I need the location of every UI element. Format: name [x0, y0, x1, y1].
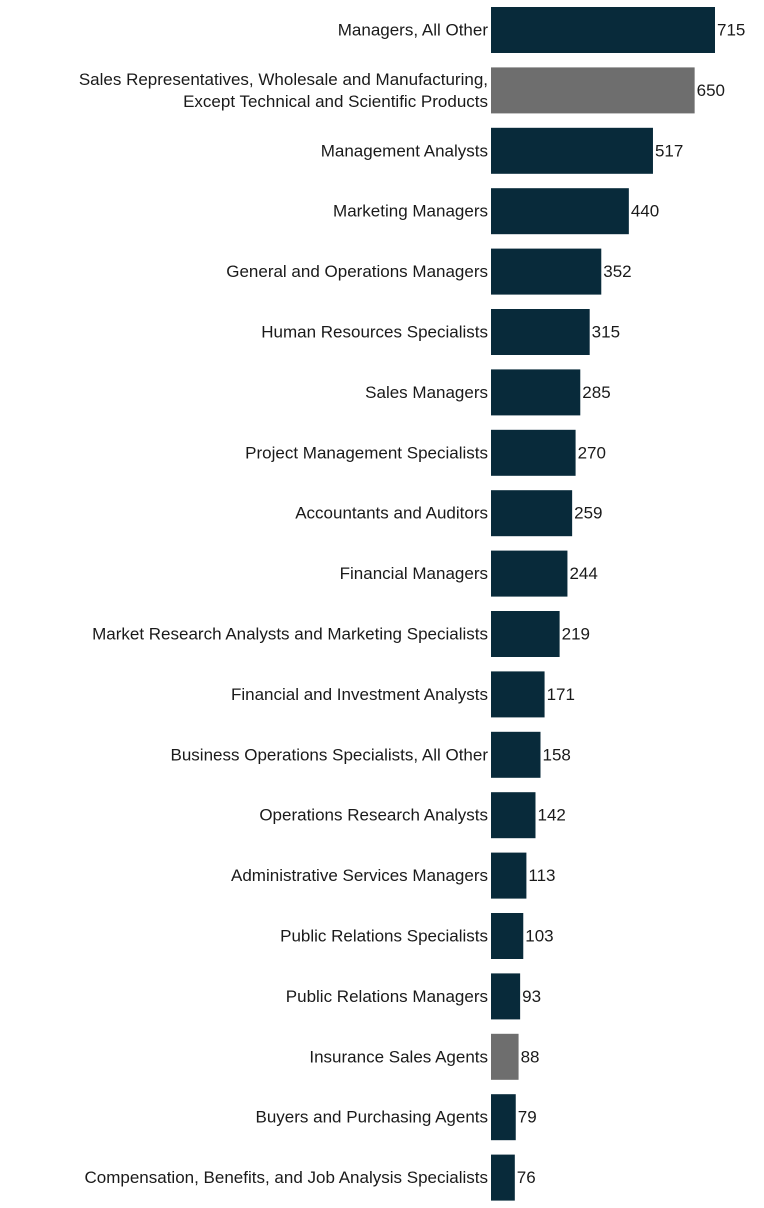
value-labels: 715 650 517 440 352 315 285 270 259 244 219 171 158 1…	[517, 21, 746, 1188]
bar-19	[491, 1154, 515, 1201]
bar-14	[491, 852, 527, 899]
bar-3	[491, 188, 629, 235]
value-label-10: 219	[562, 625, 590, 644]
category-labels: Managers, All Other Sales Representatives…	[79, 21, 489, 1188]
category-label-19: Compensation, Benefits, and Job Analysis…	[84, 1168, 488, 1187]
bar-4	[491, 248, 602, 295]
category-label-18: Buyers and Purchasing Agents	[256, 1108, 488, 1127]
category-label-9: Financial Managers	[340, 564, 488, 583]
bar-1	[491, 67, 695, 114]
bar-15	[491, 913, 524, 959]
category-label-2: Management Analysts	[321, 141, 488, 160]
value-label-11: 171	[547, 685, 575, 704]
value-label-17: 88	[521, 1047, 540, 1066]
value-label-16: 93	[522, 987, 541, 1006]
value-label-13: 142	[537, 806, 565, 825]
bar-13	[491, 792, 536, 839]
category-label-3: Marketing Managers	[333, 202, 488, 221]
value-label-2: 517	[655, 141, 683, 160]
bar-2	[491, 127, 653, 174]
category-label-7: Project Management Specialists	[245, 443, 488, 462]
value-label-6: 285	[582, 383, 610, 402]
value-label-4: 352	[603, 262, 631, 281]
category-label-17: Insurance Sales Agents	[309, 1047, 488, 1066]
value-label-8: 259	[574, 504, 602, 523]
bars-layer	[491, 7, 715, 1201]
bar-11	[491, 671, 545, 718]
bar-16	[491, 973, 521, 1020]
value-label-14: 113	[528, 866, 555, 885]
category-label-6: Sales Managers	[365, 383, 488, 402]
category-label-1-line-1: Except Technical and Scientific Products	[183, 92, 488, 111]
bar-10	[491, 611, 560, 657]
bar-6	[491, 369, 581, 416]
category-label-10: Market Research Analysts and Marketing S…	[92, 625, 488, 644]
value-label-1: 650	[697, 81, 725, 100]
bar-0	[491, 7, 715, 53]
value-label-18: 79	[518, 1108, 537, 1127]
bar-12	[491, 731, 541, 778]
category-label-11: Financial and Investment Analysts	[231, 685, 488, 704]
value-label-5: 315	[592, 323, 620, 342]
value-label-9: 244	[569, 564, 597, 583]
value-label-15: 103	[525, 927, 553, 946]
category-label-13: Operations Research Analysts	[259, 806, 488, 825]
category-label-8: Accountants and Auditors	[295, 504, 488, 523]
value-label-19: 76	[517, 1168, 536, 1187]
category-label-12: Business Operations Specialists, All Oth…	[171, 745, 489, 764]
bar-7	[491, 429, 576, 476]
value-label-12: 158	[542, 745, 570, 764]
category-label-4: General and Operations Managers	[226, 262, 488, 281]
category-label-14: Administrative Services Managers	[231, 866, 488, 885]
category-label-5: Human Resources Specialists	[261, 323, 488, 342]
category-label-0: Managers, All Other	[338, 21, 489, 40]
category-label-16: Public Relations Managers	[286, 987, 488, 1006]
value-label-3: 440	[631, 202, 659, 221]
bar-5	[491, 309, 590, 355]
bar-9	[491, 550, 568, 597]
category-label-15: Public Relations Specialists	[280, 927, 488, 946]
value-label-7: 270	[578, 443, 606, 462]
bar-8	[491, 490, 573, 537]
value-label-0: 715	[717, 21, 745, 40]
bar-17	[491, 1033, 519, 1080]
bar-18	[491, 1094, 516, 1141]
category-label-1-line-0: Sales Representatives, Wholesale and Man…	[79, 70, 488, 89]
